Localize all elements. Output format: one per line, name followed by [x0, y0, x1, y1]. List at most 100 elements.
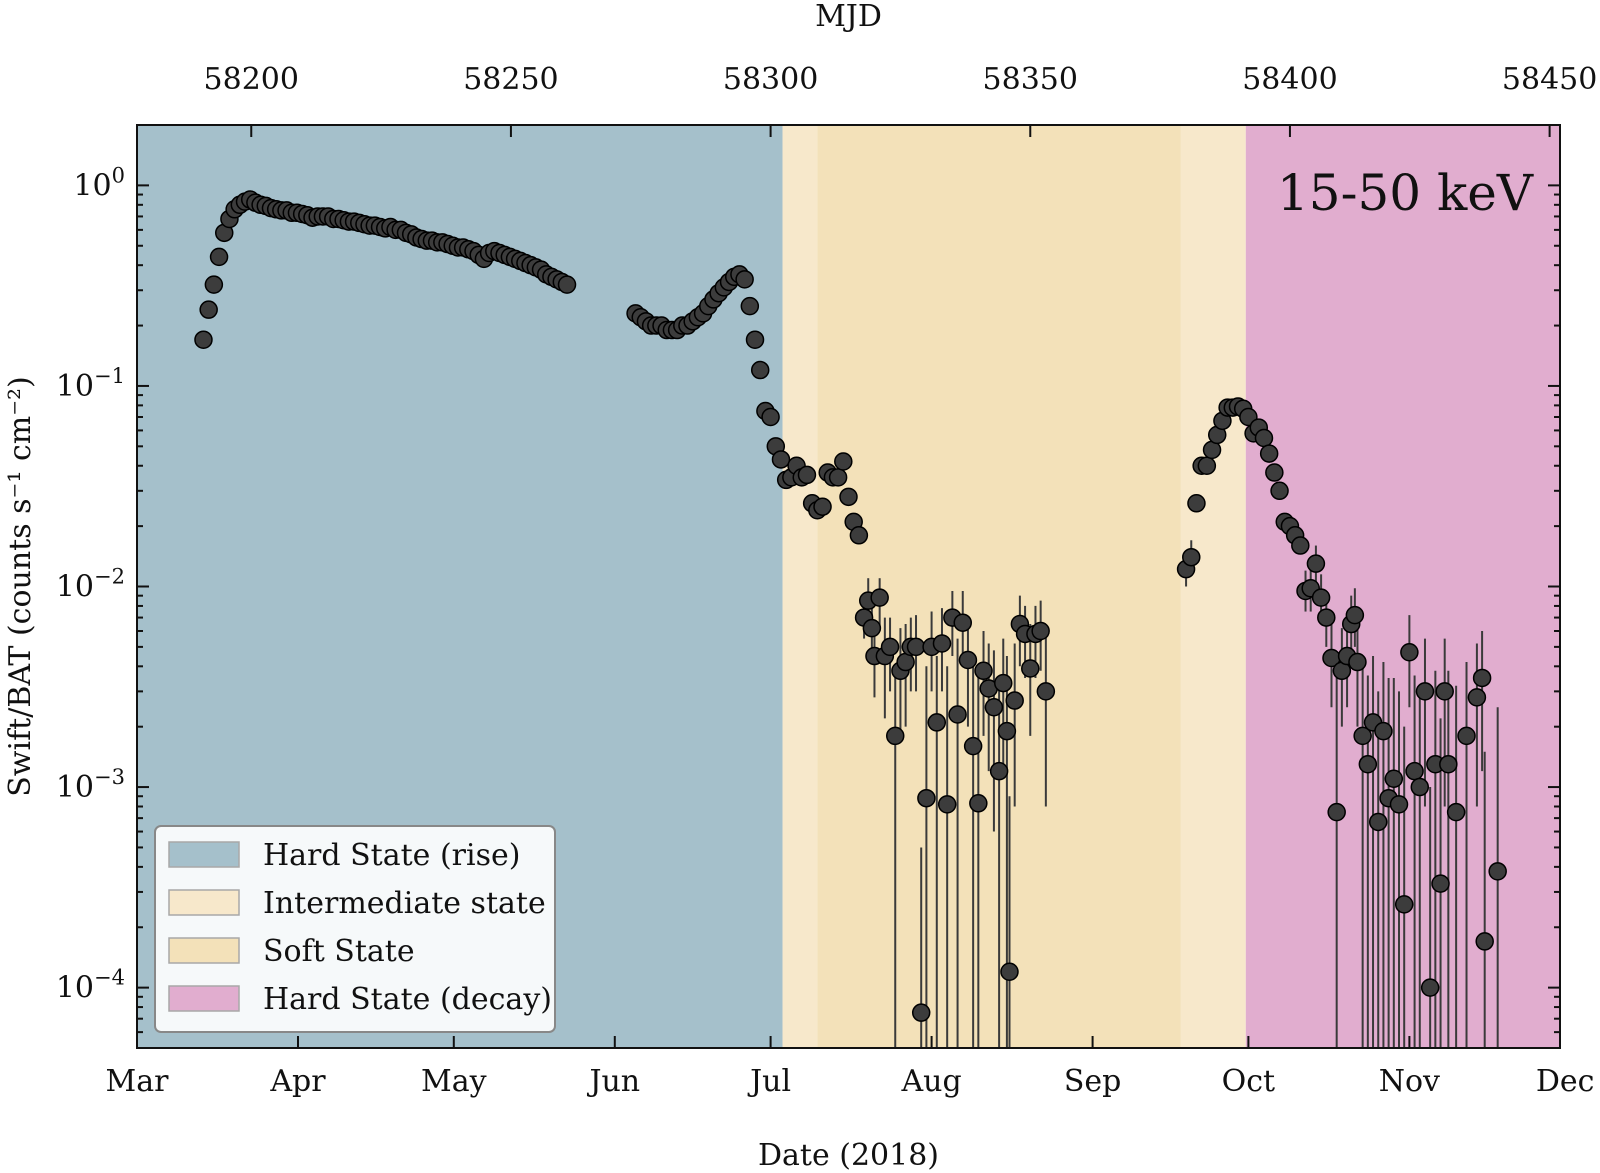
- top-tick-label: 58350: [983, 62, 1078, 97]
- data-point: [984, 698, 1004, 717]
- top-tick-label: 58400: [1242, 62, 1337, 97]
- data-point: [1197, 456, 1217, 475]
- energy-band-annotation: 15-50 keV: [1277, 164, 1534, 222]
- axis-ticks: Mar Apr May Jun Jul Aug Sep Oct Nov Dec 58200 58250…: [56, 62, 1597, 1099]
- top-tick-label: 58450: [1502, 62, 1597, 97]
- x-tick-label: Jul: [747, 1064, 791, 1099]
- data-point: [1259, 444, 1279, 463]
- data-point: [932, 634, 952, 653]
- data-point: [750, 360, 770, 380]
- data-point: [745, 330, 765, 349]
- data-point: [1431, 874, 1450, 893]
- data-point: [927, 713, 947, 732]
- data-point: [1348, 652, 1367, 672]
- x-tick-label: May: [421, 1064, 487, 1099]
- data-point: [1472, 668, 1492, 688]
- region-1: [782, 125, 818, 1048]
- data-point: [917, 788, 936, 808]
- data-point: [813, 497, 832, 516]
- x-tick-label: Oct: [1222, 1064, 1275, 1099]
- data-point: [1358, 754, 1378, 774]
- data-point: [989, 761, 1009, 781]
- data-point: [557, 275, 577, 294]
- x-tick-label: Nov: [1379, 1064, 1440, 1099]
- y-tick-label: 10−1: [56, 364, 125, 404]
- data-point: [906, 637, 926, 657]
- data-point: [1368, 812, 1388, 832]
- data-point: [1291, 536, 1310, 555]
- y-tick-label: 100: [73, 163, 125, 203]
- data-point: [849, 526, 869, 545]
- data-point: [885, 726, 905, 746]
- legend-label: Hard State (rise): [263, 838, 520, 873]
- top-tick-label: 58300: [723, 62, 818, 97]
- data-point: [1467, 688, 1487, 707]
- data-point: [1374, 721, 1393, 741]
- data-point: [1182, 547, 1201, 567]
- data-point: [953, 613, 973, 632]
- y-tick-label: 10−3: [56, 765, 125, 805]
- y-tick-label: 10−4: [56, 966, 125, 1006]
- x-tick-label: Dec: [1536, 1064, 1595, 1099]
- data-point: [209, 247, 229, 267]
- data-point: [1420, 978, 1440, 997]
- data-point: [862, 618, 882, 638]
- data-point: [994, 673, 1013, 693]
- data-point: [194, 330, 213, 349]
- data-point: [204, 275, 224, 294]
- data-point: [834, 452, 853, 471]
- x-tick-label: Sep: [1064, 1064, 1122, 1099]
- region-3: [1180, 125, 1246, 1048]
- data-point: [1021, 659, 1040, 678]
- data-point: [1400, 643, 1419, 662]
- data-point: [1384, 769, 1404, 789]
- top-axis-label: MJD: [815, 0, 882, 34]
- legend: Hard State (rise) Intermediate state Soft …: [154, 825, 556, 1033]
- data-point: [828, 468, 848, 487]
- data-point: [1475, 932, 1494, 951]
- data-point: [761, 407, 780, 427]
- data-point: [1446, 802, 1466, 822]
- data-point: [1389, 795, 1409, 814]
- data-point: [937, 795, 957, 814]
- data-point: [911, 1003, 931, 1022]
- legend-swatch: [168, 889, 240, 916]
- top-tick-label: 58200: [204, 62, 299, 97]
- legend-label: Hard State (decay): [263, 982, 552, 1017]
- x-tick-label: Aug: [900, 1064, 961, 1099]
- legend-label: Intermediate state: [263, 886, 546, 921]
- data-point: [1270, 481, 1289, 501]
- data-point: [1317, 608, 1336, 627]
- data-point: [1031, 621, 1050, 641]
- data-point: [1488, 862, 1507, 881]
- data-point: [969, 794, 988, 813]
- data-point: [1311, 588, 1331, 607]
- x-axis-label: Date (2018): [758, 1138, 939, 1173]
- data-point: [771, 450, 791, 469]
- data-point: [1405, 761, 1424, 781]
- data-point: [1254, 428, 1274, 448]
- legend-label: Soft State: [263, 934, 415, 969]
- data-point: [199, 300, 218, 319]
- data-point: [1394, 895, 1414, 914]
- legend-box: [154, 825, 556, 1033]
- data-point: [797, 465, 817, 485]
- data-points: [194, 190, 1507, 1022]
- x-tick-label: Jun: [586, 1064, 640, 1099]
- data-point: [963, 736, 983, 756]
- y-axis-label: Swift/BAT (counts s⁻¹ cm⁻²): [3, 376, 38, 797]
- data-point: [1327, 802, 1346, 822]
- data-point: [1353, 726, 1372, 746]
- legend-swatch: [168, 937, 240, 964]
- data-point: [1000, 962, 1019, 981]
- data-point: [1415, 682, 1435, 701]
- data-point: [1435, 682, 1454, 701]
- data-point: [1005, 691, 1024, 710]
- data-point: [880, 637, 900, 657]
- legend-swatch: [168, 985, 240, 1012]
- data-point: [1036, 682, 1056, 701]
- top-tick-label: 58250: [463, 62, 558, 97]
- data-point: [1306, 554, 1326, 573]
- data-point: [870, 588, 889, 607]
